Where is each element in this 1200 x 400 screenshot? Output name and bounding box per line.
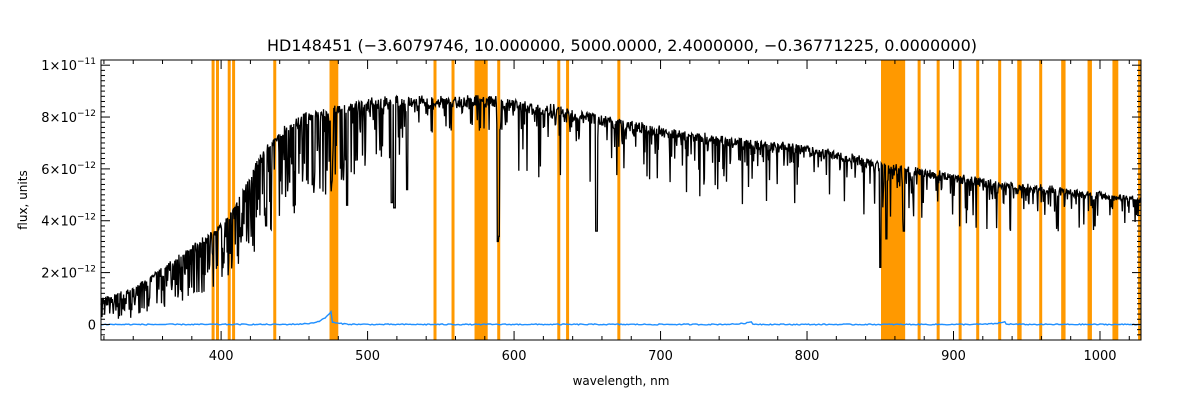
masked-region-17 <box>976 60 980 340</box>
masked-region-12 <box>617 60 621 340</box>
y-tick-label: 2×10−12 <box>41 265 96 282</box>
masked-region-0 <box>211 60 215 340</box>
masked-region-4 <box>273 60 277 340</box>
masked-region-14 <box>917 60 921 340</box>
masked-region-8 <box>474 60 488 340</box>
y-tick-label: 6×10−12 <box>41 161 96 178</box>
masked-regions <box>211 60 1142 340</box>
chart-title: HD148451 (−3.6079746, 10.000000, 5000.00… <box>267 36 977 55</box>
x-tick-label: 1000 <box>1083 349 1116 364</box>
x-axis-title: wavelength, nm <box>573 374 670 388</box>
x-tick-label: 900 <box>941 349 966 364</box>
y-tick-label: 0 <box>88 318 96 333</box>
masked-region-5 <box>329 60 339 340</box>
flux-series <box>100 94 1142 319</box>
y-tick-label: 8×10−12 <box>41 109 96 126</box>
masked-region-22 <box>1087 60 1092 340</box>
masked-region-21 <box>1061 60 1066 340</box>
x-tick-label: 800 <box>795 349 820 364</box>
masked-region-11 <box>566 60 570 340</box>
masked-region-2 <box>227 60 231 340</box>
flux-line <box>100 94 1142 319</box>
masked-region-9 <box>497 60 501 340</box>
error-line <box>101 309 1142 326</box>
x-tick-label: 600 <box>502 349 527 364</box>
x-tick-label: 500 <box>355 349 380 364</box>
x-tick-label: 400 <box>209 349 234 364</box>
masked-region-7 <box>451 60 455 340</box>
masked-region-1 <box>215 60 219 340</box>
y-tick-label: 1×10−11 <box>41 57 96 74</box>
y-axis: 0 2×10−12 4×10−12 6×10−12 8×10−12 1×10−11 <box>41 57 1141 336</box>
masked-region-13 <box>881 60 906 340</box>
masked-region-6 <box>433 60 437 340</box>
masked-region-10 <box>557 60 561 340</box>
masked-region-23 <box>1112 60 1119 340</box>
x-axis: 400 500 600 700 800 900 1000 <box>103 60 1130 364</box>
masked-region-3 <box>232 60 236 340</box>
masked-region-18 <box>998 60 1002 340</box>
masked-region-19 <box>1017 60 1022 340</box>
y-axis-title: flux, units <box>16 170 30 229</box>
error-series <box>101 309 1142 326</box>
y-tick-label: 4×10−12 <box>41 213 96 230</box>
x-tick-label: 700 <box>648 349 673 364</box>
